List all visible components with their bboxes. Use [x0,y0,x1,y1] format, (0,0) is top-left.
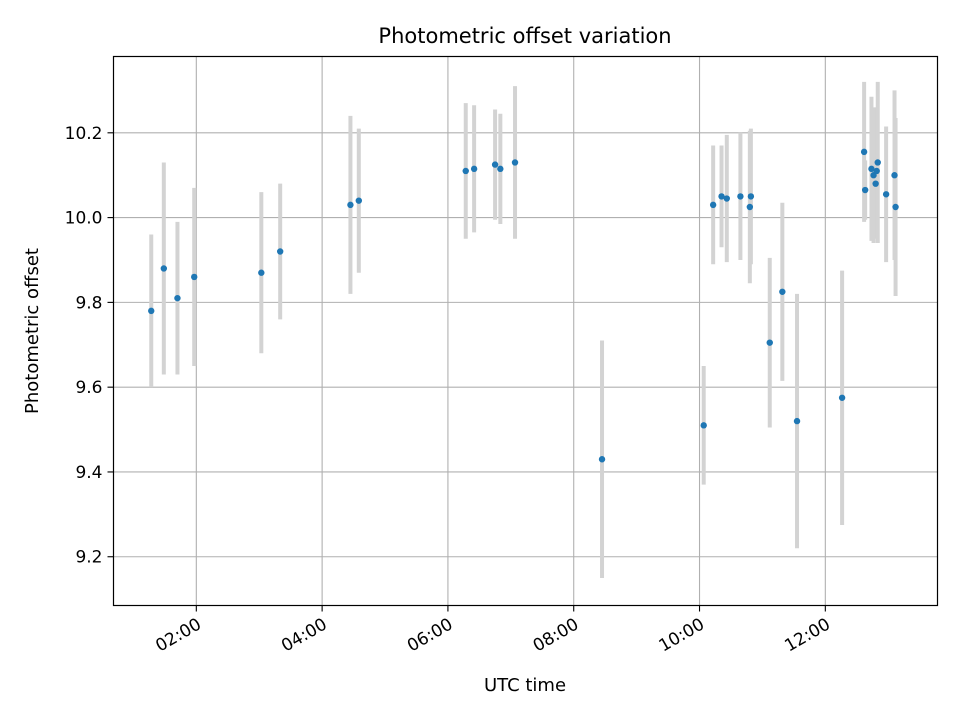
y-axis-label: Photometric offset [22,248,43,414]
chart-title: Photometric offset variation [378,24,671,48]
data-point [873,167,880,175]
data-point [892,203,899,211]
grid [113,56,938,606]
data-point [746,203,754,211]
data-point [491,161,499,168]
data-point [793,417,801,425]
data-points [148,148,899,463]
data-point [868,165,875,173]
data-point [160,265,168,272]
data-point [174,294,181,302]
data-point [874,159,881,166]
y-tick-label: 9.2 [75,548,102,568]
y-tick-label: 10.0 [65,209,103,229]
y-tick-label: 9.8 [75,293,102,313]
y-axis-ticks: 9.2 9.4 9.6 9.8 10.0 10.2 [65,124,114,568]
data-point [470,165,478,173]
y-tick-label: 9.4 [75,463,102,483]
data-point [838,394,846,401]
x-axis-label: UTC time [484,675,566,696]
data-point [148,307,155,315]
data-point [511,159,519,166]
data-point [497,165,504,173]
data-point [860,148,868,156]
data-point [737,193,744,200]
data-point [872,180,879,187]
data-point [891,172,898,179]
data-point [709,201,717,209]
data-point [723,195,730,202]
data-point [700,422,707,429]
data-point [766,339,773,346]
data-point [779,288,786,295]
data-point [718,193,725,200]
data-point [355,197,363,204]
data-point [861,186,869,194]
y-tick-label: 9.6 [75,378,102,398]
data-point [258,269,265,276]
data-point [882,191,890,198]
data-point [347,201,354,209]
data-point [462,167,469,175]
data-point [747,193,755,200]
data-point [191,273,198,281]
y-tick-label: 10.2 [65,124,103,144]
data-point [598,456,606,463]
plot-area-frame [112,55,939,607]
data-point [276,248,284,255]
